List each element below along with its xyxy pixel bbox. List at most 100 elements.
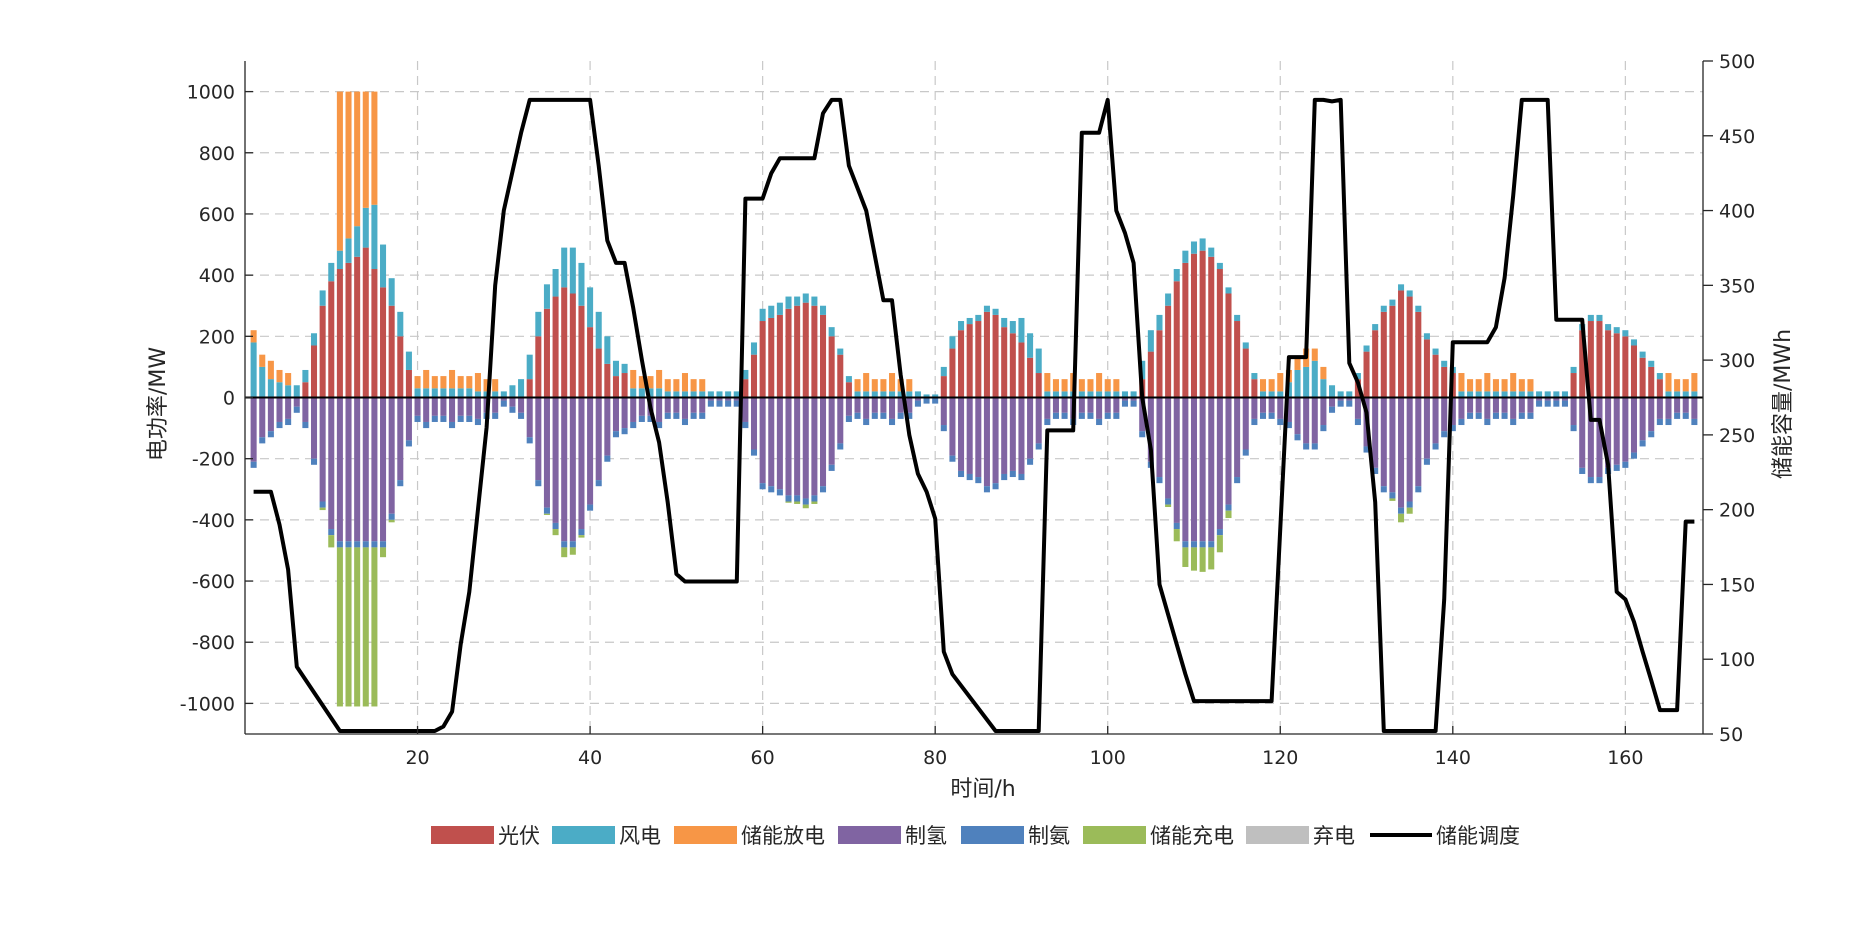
bar-h2: [1674, 397, 1681, 413]
bar-nh3: [880, 412, 887, 419]
bar-pv: [1630, 345, 1638, 398]
y-tick-label: 0: [223, 388, 235, 410]
bar-wind: [1484, 391, 1491, 398]
bar-pv: [543, 308, 550, 398]
bar-h2: [871, 397, 878, 413]
y2-tick-label: 400: [1719, 201, 1755, 223]
y2-tick-label: 50: [1719, 724, 1743, 746]
bar-wind: [699, 391, 706, 398]
bar-nh3: [1656, 418, 1663, 426]
bar-wind: [1665, 391, 1672, 398]
bar-h2: [983, 397, 990, 487]
y-tick-label: 800: [199, 143, 235, 165]
bar-wind: [483, 391, 490, 398]
bar-h2: [1303, 397, 1310, 444]
bar-discharge: [854, 379, 861, 392]
bar-pv: [750, 354, 758, 398]
bar-wind: [1311, 360, 1318, 398]
bar-nh3: [1475, 412, 1482, 419]
bar-wind: [466, 388, 473, 398]
bar-h2: [1432, 397, 1439, 444]
bar-pv: [1380, 311, 1387, 398]
bar-wind: [1078, 391, 1085, 398]
bar-discharge: [267, 360, 274, 380]
bar-charge: [802, 504, 809, 509]
x-tick-label: 120: [1262, 747, 1298, 769]
bar-nh3: [561, 541, 568, 548]
bar-h2: [492, 397, 499, 413]
bar-discharge: [664, 379, 671, 392]
bar-h2: [423, 397, 430, 422]
bar-h2: [561, 397, 568, 542]
bar-wind: [1061, 391, 1068, 398]
bar-h2: [673, 397, 680, 413]
bar-wind: [742, 369, 749, 380]
bar-wind: [1423, 333, 1430, 340]
bar-wind: [958, 321, 965, 331]
bar-wind: [656, 388, 663, 398]
bar-nh3: [319, 501, 326, 508]
bar-charge: [785, 501, 792, 503]
bar-wind: [1113, 391, 1120, 398]
bar-pv: [578, 305, 585, 398]
bar-charge: [371, 547, 378, 707]
bar-nh3: [1285, 421, 1292, 429]
bar-discharge: [1096, 373, 1103, 392]
y-tick-label: -800: [192, 632, 235, 654]
bar-wind: [1570, 366, 1577, 374]
bar-nh3: [940, 425, 947, 432]
bar-nh3: [1165, 498, 1172, 505]
bar-wind: [750, 342, 758, 355]
bar-discharge: [1087, 379, 1094, 392]
bar-h2: [1285, 397, 1292, 422]
bar-h2: [293, 397, 300, 407]
bar-discharge: [1104, 379, 1111, 392]
y2-tick-label: 450: [1719, 126, 1755, 148]
bar-h2: [1510, 397, 1517, 419]
bar-wind: [1380, 305, 1387, 312]
bar-h2: [699, 397, 706, 413]
bar-h2: [1553, 397, 1560, 401]
bar-nh3: [345, 541, 352, 548]
bar-h2: [690, 397, 697, 413]
bar-nh3: [552, 522, 559, 530]
bar-h2: [328, 397, 335, 530]
bar-h2: [863, 397, 870, 419]
bar-h2: [1380, 397, 1387, 487]
bar-nh3: [362, 541, 369, 548]
bar-wind: [1052, 391, 1059, 398]
bar-pv: [1579, 330, 1586, 398]
bar-wind: [1441, 360, 1448, 367]
bar-charge: [569, 547, 576, 555]
bar-pv: [1441, 366, 1448, 398]
bar-h2: [802, 397, 809, 499]
bar-wind: [405, 351, 412, 370]
bar-nh3: [1622, 461, 1629, 468]
y-tick-label: 400: [199, 265, 235, 287]
bar-wind: [328, 262, 335, 282]
bar-h2: [440, 397, 447, 416]
bar-nh3: [380, 541, 387, 548]
stacked-bars: [250, 91, 1698, 707]
bar-h2: [552, 397, 559, 523]
bar-nh3: [897, 412, 904, 419]
bar-nh3: [310, 458, 318, 465]
bar-h2: [1096, 397, 1103, 419]
bar-discharge: [1320, 366, 1327, 380]
bar-wind: [966, 317, 973, 325]
x-tick-label: 20: [405, 747, 429, 769]
bar-discharge: [1665, 373, 1672, 392]
bar-nh3: [638, 415, 645, 422]
bar-wind: [664, 391, 671, 398]
bar-nh3: [1492, 412, 1499, 419]
bar-h2: [1018, 397, 1025, 474]
bar-nh3: [336, 541, 343, 548]
bar-nh3: [1587, 477, 1594, 484]
bar-nh3: [328, 529, 335, 536]
bar-h2: [940, 397, 947, 426]
bar-pv: [1035, 373, 1042, 398]
bar-nh3: [1303, 443, 1310, 450]
bar-nh3: [932, 397, 939, 404]
bar-pv: [1251, 379, 1258, 398]
